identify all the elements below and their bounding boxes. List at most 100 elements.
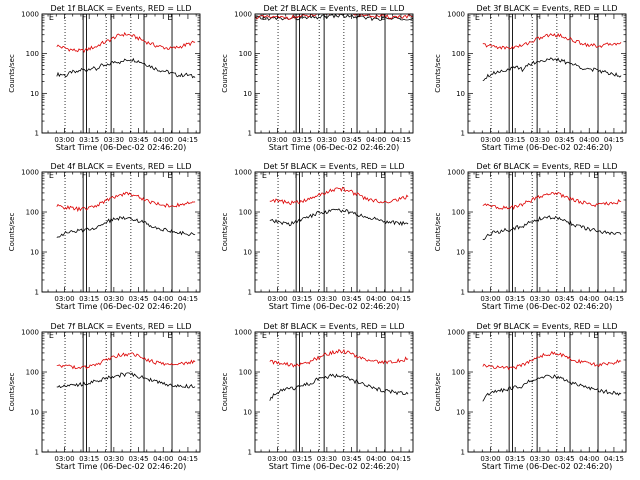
flag-label: F [323, 13, 328, 22]
y-tick-label: 100 [452, 50, 465, 58]
panel-5: Det 5f BLACK = Events, RED = LLD Counts/s… [221, 162, 414, 311]
plot-frame [41, 331, 201, 453]
series-events-line [482, 215, 622, 241]
x-tick-label: 03:45 [341, 295, 361, 303]
y-tick-label: 100 [26, 369, 39, 377]
x-tick-label: 03:15 [505, 295, 525, 303]
x-tick-label: 03:00 [54, 455, 74, 463]
flag-label: F [295, 331, 300, 340]
y-axis-label: Counts/sec [221, 54, 229, 93]
flag-label: F [110, 331, 115, 340]
y-tick-label: 10 [30, 249, 39, 257]
flag-label: E [167, 331, 172, 340]
flag-label: E [593, 171, 598, 180]
flag-label: F [82, 331, 87, 340]
x-tick-label: 04:00 [366, 136, 386, 144]
flag-label: F [536, 171, 541, 180]
x-tick-label: 03:45 [128, 136, 148, 144]
x-axis-label: Start Time (06-Dec-02 02:46:20) [269, 462, 400, 471]
flag-label: E [593, 13, 598, 22]
x-tick-label: 04:15 [391, 136, 411, 144]
y-tick-label: 1 [461, 449, 465, 457]
flag-label: E [380, 171, 385, 180]
y-tick-label: 1000 [447, 169, 465, 177]
x-tick-label: 03:45 [128, 295, 148, 303]
x-tick-label: 03:45 [554, 295, 574, 303]
x-tick-label: 03:00 [267, 136, 287, 144]
y-tick-label: 10 [456, 249, 465, 257]
x-axis-label: Start Time (06-Dec-02 02:46:20) [56, 302, 187, 311]
x-tick-label: 04:00 [579, 136, 599, 144]
x-axis-label: Start Time (06-Dec-02 02:46:20) [56, 462, 187, 471]
series-events-line [482, 57, 622, 82]
y-tick-label: 100 [239, 369, 252, 377]
plot-frame [254, 13, 414, 134]
y-tick-label: 100 [452, 209, 465, 217]
y-tick-label: 1000 [447, 329, 465, 337]
x-axis-label: Start Time (06-Dec-02 02:46:20) [482, 462, 613, 471]
series-lld-line [56, 31, 196, 54]
y-tick-label: 10 [30, 90, 39, 98]
y-axis-label: Counts/sec [8, 213, 16, 252]
plot-frame [467, 331, 627, 453]
y-axis-label: Counts/sec [434, 54, 442, 93]
flag-label: F [323, 171, 328, 180]
panel-3: Det 3f BLACK = Events, RED = LLD Counts/s… [434, 4, 627, 152]
x-tick-label: 03:45 [128, 455, 148, 463]
flag-label: E [475, 331, 480, 340]
series-lld-line [255, 14, 413, 20]
y-tick-label: 100 [239, 50, 252, 58]
flag-label: F [295, 171, 300, 180]
y-axis-label: Counts/sec [434, 373, 442, 412]
x-tick-label: 03:00 [480, 455, 500, 463]
y-tick-label: 1000 [21, 169, 39, 177]
x-tick-label: 03:15 [505, 136, 525, 144]
x-tick-label: 03:00 [54, 295, 74, 303]
x-tick-label: 03:00 [480, 295, 500, 303]
flag-label: F [143, 13, 148, 22]
x-tick-label: 03:30 [317, 136, 337, 144]
series-lld-line [269, 348, 409, 368]
y-tick-label: 1000 [234, 11, 252, 19]
y-tick-label: 10 [30, 409, 39, 417]
plot-frame [467, 13, 627, 134]
x-axis-label: Start Time (06-Dec-02 02:46:20) [482, 302, 613, 311]
panel-1: Det 1f BLACK = Events, RED = LLD Counts/s… [8, 4, 201, 152]
x-tick-label: 03:45 [341, 136, 361, 144]
y-axis-label: Counts/sec [8, 54, 16, 93]
flag-label: F [82, 171, 87, 180]
y-tick-label: 10 [243, 409, 252, 417]
series-events-line [269, 208, 409, 227]
x-tick-label: 04:00 [153, 455, 173, 463]
flag-label: F [569, 171, 574, 180]
panel-title: Det 2f BLACK = Events, RED = LLD [263, 4, 404, 13]
y-axis-label: Counts/sec [221, 373, 229, 412]
y-axis-label: Counts/sec [434, 213, 442, 252]
x-tick-label: 04:00 [366, 295, 386, 303]
panel-title: Det 4f BLACK = Events, RED = LLD [50, 162, 191, 171]
x-tick-label: 03:00 [54, 136, 74, 144]
flag-label: F [356, 331, 361, 340]
flag-label: F [569, 13, 574, 22]
flag-label: F [143, 171, 148, 180]
y-tick-label: 1 [248, 289, 252, 297]
y-tick-label: 10 [456, 409, 465, 417]
x-axis-label: Start Time (06-Dec-02 02:46:20) [269, 143, 400, 152]
x-tick-label: 03:30 [530, 455, 550, 463]
x-tick-label: 03:30 [104, 455, 124, 463]
y-tick-label: 100 [239, 209, 252, 217]
plot-frame [254, 171, 414, 293]
panel-2: Det 2f BLACK = Events, RED = LLD Counts/s… [221, 4, 414, 152]
flag-label: E [380, 331, 385, 340]
x-tick-label: 03:30 [530, 136, 550, 144]
y-tick-label: 1 [461, 289, 465, 297]
x-tick-label: 03:30 [317, 455, 337, 463]
x-tick-label: 04:00 [579, 455, 599, 463]
x-tick-label: 03:15 [292, 136, 312, 144]
series-lld-line [56, 352, 196, 370]
flag-label: E [475, 13, 480, 22]
y-tick-label: 1 [35, 289, 39, 297]
series-events-line [255, 14, 413, 22]
flag-label: E [475, 171, 480, 180]
x-tick-label: 04:00 [153, 295, 173, 303]
